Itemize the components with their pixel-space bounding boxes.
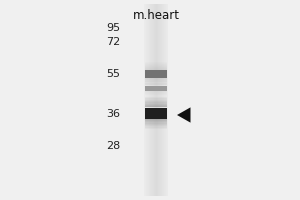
Bar bbox=[145, 90, 167, 91]
Bar bbox=[148, 4, 149, 196]
Bar bbox=[144, 4, 168, 196]
Bar bbox=[145, 98, 167, 100]
Bar bbox=[145, 81, 167, 82]
Bar bbox=[145, 63, 167, 64]
Bar bbox=[156, 4, 157, 196]
Bar bbox=[145, 82, 167, 83]
Bar bbox=[145, 102, 167, 104]
Bar bbox=[145, 82, 167, 83]
Bar bbox=[157, 4, 158, 196]
Bar bbox=[162, 4, 163, 196]
Bar bbox=[154, 4, 155, 196]
Bar bbox=[145, 85, 167, 86]
Bar bbox=[167, 4, 168, 196]
Bar bbox=[147, 4, 148, 196]
Bar bbox=[145, 124, 167, 125]
Bar bbox=[151, 4, 152, 196]
Bar bbox=[145, 122, 167, 124]
Bar bbox=[145, 70, 167, 78]
Bar bbox=[145, 91, 167, 92]
Bar bbox=[166, 4, 167, 196]
Bar bbox=[146, 4, 147, 196]
Bar bbox=[145, 4, 146, 196]
Bar bbox=[158, 4, 159, 196]
Bar bbox=[145, 69, 167, 70]
Bar bbox=[145, 121, 167, 122]
Bar bbox=[145, 104, 167, 105]
Bar bbox=[145, 65, 167, 66]
Bar bbox=[145, 118, 167, 120]
Bar bbox=[145, 97, 167, 98]
Bar bbox=[145, 79, 167, 80]
Bar bbox=[152, 4, 153, 196]
Bar bbox=[159, 4, 160, 196]
Text: 55: 55 bbox=[106, 69, 120, 79]
Bar bbox=[155, 4, 156, 196]
Bar bbox=[145, 83, 167, 84]
Bar bbox=[161, 4, 162, 196]
Bar bbox=[145, 66, 167, 67]
Polygon shape bbox=[177, 107, 190, 123]
Bar bbox=[144, 4, 145, 196]
Bar bbox=[165, 4, 166, 196]
Bar bbox=[145, 120, 167, 121]
Bar bbox=[145, 64, 167, 65]
Bar bbox=[145, 86, 167, 90]
Bar bbox=[149, 4, 150, 196]
Bar bbox=[145, 105, 167, 106]
Bar bbox=[145, 78, 167, 79]
Bar bbox=[145, 100, 167, 101]
Text: 36: 36 bbox=[106, 109, 120, 119]
Bar bbox=[145, 84, 167, 85]
Bar bbox=[163, 4, 164, 196]
Text: 95: 95 bbox=[106, 23, 120, 33]
Bar bbox=[145, 126, 167, 128]
Bar bbox=[145, 62, 167, 63]
Bar bbox=[150, 4, 151, 196]
Bar bbox=[145, 83, 167, 84]
Bar bbox=[145, 101, 167, 102]
Bar bbox=[164, 4, 165, 196]
Text: 72: 72 bbox=[106, 37, 120, 47]
Bar bbox=[145, 84, 167, 85]
Bar bbox=[145, 68, 167, 69]
Bar bbox=[145, 125, 167, 126]
Bar bbox=[145, 94, 167, 95]
Bar bbox=[145, 128, 167, 129]
Text: 28: 28 bbox=[106, 141, 120, 151]
Bar bbox=[145, 80, 167, 81]
Bar bbox=[145, 81, 167, 82]
Bar bbox=[145, 67, 167, 68]
Bar bbox=[145, 108, 167, 118]
Bar bbox=[153, 4, 154, 196]
Bar bbox=[160, 4, 161, 196]
Bar bbox=[145, 106, 167, 107]
Bar bbox=[145, 92, 167, 93]
Text: m.heart: m.heart bbox=[133, 9, 179, 22]
Bar bbox=[145, 93, 167, 94]
